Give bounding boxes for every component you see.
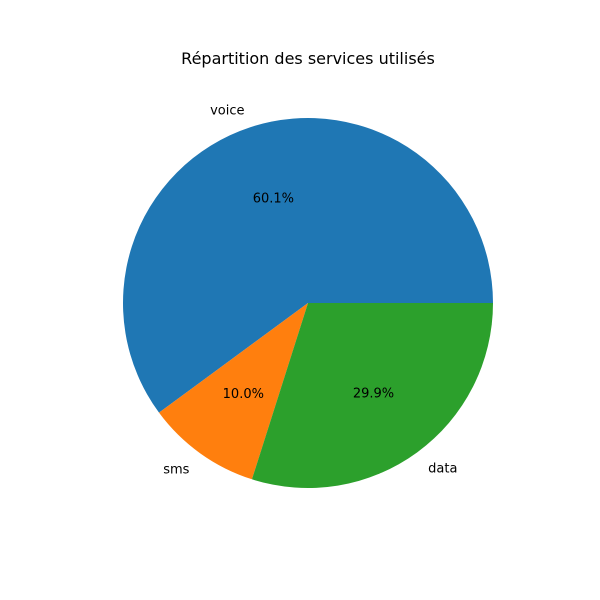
slice-label-sms: sms: [163, 462, 189, 477]
slice-label-voice: voice: [210, 104, 244, 119]
pie-slice-voice: [123, 117, 493, 413]
pie-labels: voice 60.1% sms 10.0% data 29.9%: [163, 104, 457, 478]
chart-title: Répartition des services utilisés: [181, 49, 435, 68]
pie-slice-sms: [159, 303, 308, 480]
slice-label-data: data: [428, 461, 457, 476]
pie-slices: [123, 117, 493, 488]
pie-slice-data: [251, 303, 493, 488]
slice-pct-data: 29.9%: [353, 387, 394, 402]
slice-pct-sms: 10.0%: [223, 387, 264, 402]
slice-pct-voice: 60.1%: [253, 192, 294, 207]
